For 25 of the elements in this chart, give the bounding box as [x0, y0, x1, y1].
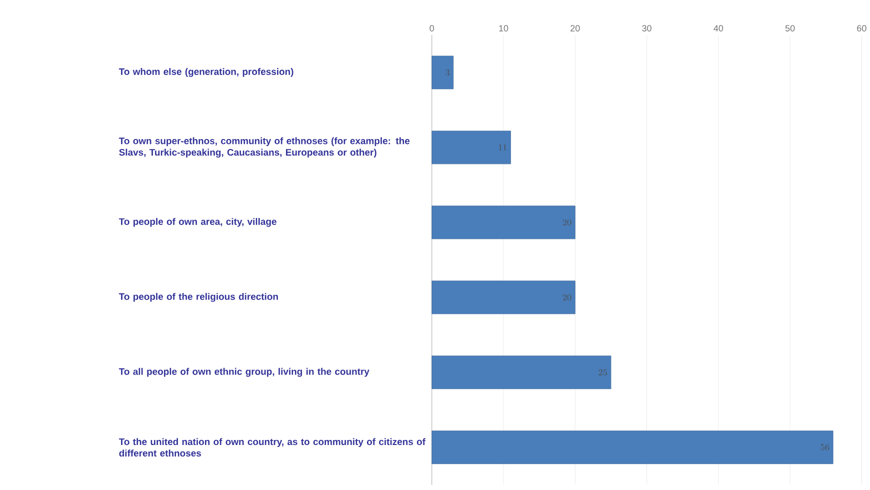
y-tick-label: To people of own area, city, village [118, 218, 276, 227]
data-label: 20 [562, 294, 572, 301]
bar [432, 430, 834, 464]
bar [432, 356, 612, 390]
x-tick-label: 0 [430, 25, 434, 32]
bar [432, 130, 511, 164]
bar [432, 280, 576, 314]
y-tick-label: To own super-ethnos, community of ethnoses (for example: the Slavs, Turkic-speaking, Caucasians, Europeans or other) [118, 137, 410, 158]
y-tick-label: To whom else (generation, profession) [118, 68, 294, 77]
data-label: 56 [820, 444, 830, 451]
x-tick-label: 20 [570, 25, 580, 32]
data-label: 25 [598, 369, 607, 376]
x-tick-label: 60 [857, 25, 866, 32]
data-label: 11 [498, 144, 506, 150]
bar [432, 206, 576, 240]
data-label: 3 [446, 69, 450, 76]
y-tick-label: To all people of own ethnic group, living in the country [118, 368, 370, 377]
y-tick-label: To the united nation of own country, as to community of citizens of different ethnoses [118, 438, 426, 457]
bar [432, 56, 454, 90]
x-tick-label: 40 [714, 25, 724, 32]
x-tick-label: 30 [642, 25, 652, 32]
data-label: 20 [562, 219, 572, 226]
x-tick-label: 50 [785, 25, 795, 32]
x-tick-label: 10 [499, 25, 508, 32]
y-tick-label: To people of the religious direction [118, 293, 278, 302]
